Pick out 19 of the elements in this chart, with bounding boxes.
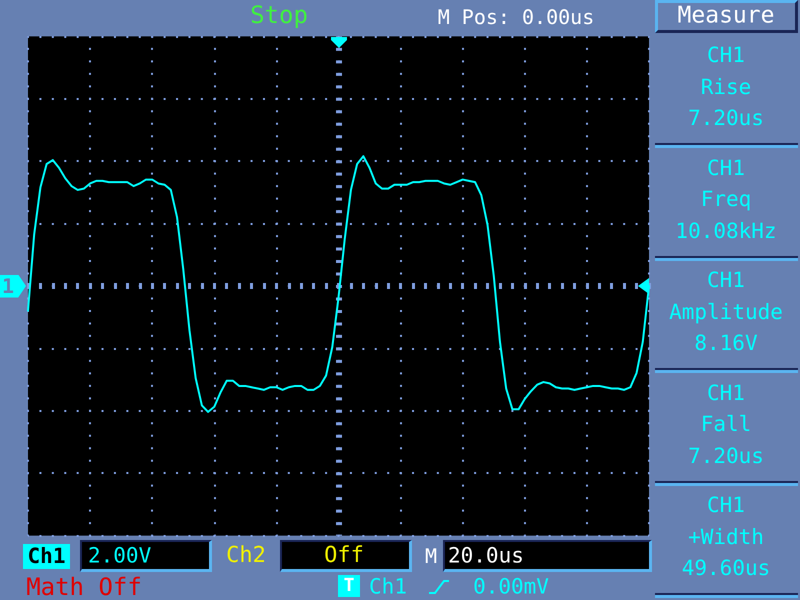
text: Off (324, 543, 364, 568)
text: 2.00V (88, 544, 152, 568)
text: M (424, 544, 438, 568)
text: CH1 Rise 7.20us (688, 42, 764, 132)
text: Ch2 (226, 543, 266, 568)
text: Stop (250, 1, 308, 29)
text: T (338, 575, 360, 597)
text: 0.00mV (473, 574, 549, 598)
text: Math Off (26, 573, 142, 600)
text: Ch1 (23, 544, 70, 569)
text: 1 (0, 274, 26, 298)
text: Measure (678, 2, 774, 28)
text: CH1 Amplitude 8.16V (669, 267, 783, 358)
text: 20.0us (448, 544, 524, 568)
text: CH1 Freq 10.08kHz (675, 154, 777, 245)
text: Ch1 (369, 574, 407, 598)
text: CH1 Fall 7.20us (688, 380, 764, 470)
text: CH1 +Width 49.60us (682, 492, 770, 582)
text: M Pos: 0.00us (438, 5, 594, 29)
